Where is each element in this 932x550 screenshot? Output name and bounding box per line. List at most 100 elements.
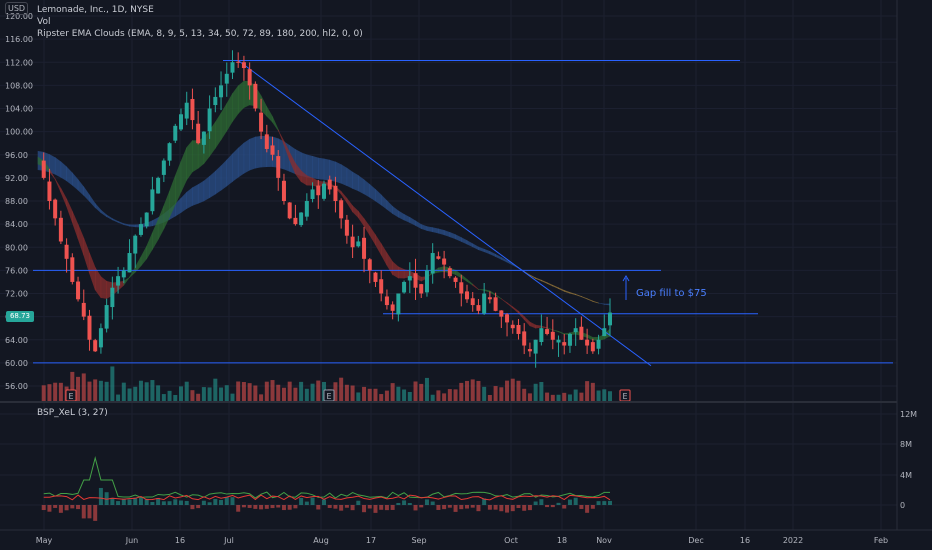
bsp-bar	[602, 501, 607, 505]
bsp-bar	[64, 505, 69, 511]
volume-bar	[505, 380, 510, 401]
bsp-bar	[304, 501, 309, 505]
candle-body	[241, 62, 246, 69]
price-tick-label: 108.00	[5, 81, 33, 90]
slow-cloud	[312, 155, 319, 180]
bsp-bar	[230, 497, 235, 505]
candle-body	[264, 134, 269, 149]
fast-cloud	[66, 198, 73, 223]
candle-body	[167, 143, 172, 161]
volume-bar	[230, 393, 235, 401]
symbol-line[interactable]: Lemonade, Inc., 1D, NYSE	[37, 5, 154, 15]
candle-body	[367, 259, 372, 271]
slow-cloud	[598, 302, 605, 305]
slow-cloud	[426, 226, 433, 233]
volume-bar	[413, 381, 418, 401]
slow-cloud	[192, 184, 199, 206]
candle-body	[567, 333, 572, 346]
slow-cloud	[558, 287, 565, 292]
slow-cloud	[340, 164, 348, 187]
fast-cloud	[460, 273, 468, 282]
bsp-bar	[344, 505, 349, 508]
volume-bar	[608, 391, 612, 401]
volume-bars	[41, 366, 612, 401]
slow-cloud	[432, 227, 439, 234]
volume-bar	[447, 389, 452, 401]
bsp-bar	[276, 505, 281, 508]
slow-cloud	[209, 170, 216, 199]
volume-tick-label: 4M	[900, 471, 912, 480]
volume-bar	[562, 392, 567, 401]
candles	[41, 50, 612, 368]
lower-indicator-label[interactable]: BSP_XeL (3, 27)	[37, 408, 108, 418]
volume-bar	[579, 392, 584, 401]
bsp-bar	[87, 505, 92, 519]
candle-body	[390, 304, 395, 311]
volume-bar	[585, 381, 590, 401]
bsp-bar	[407, 502, 412, 505]
bsp-bar	[419, 505, 424, 508]
slow-cloud	[575, 293, 582, 298]
candle-body	[281, 180, 286, 201]
bsp-buy-line	[43, 456, 611, 499]
candle-body	[396, 293, 401, 315]
volume-bar	[522, 388, 527, 401]
fast-cloud	[220, 102, 228, 141]
candle-body	[545, 329, 550, 334]
fast-cloud	[237, 80, 245, 115]
candle-body	[510, 324, 515, 329]
bsp-bar	[505, 505, 510, 513]
candle-body	[419, 284, 424, 294]
candle-body	[453, 277, 458, 282]
volume-bar	[310, 383, 315, 401]
volume-bar	[179, 386, 183, 401]
candle-body	[322, 183, 326, 199]
slow-cloud	[94, 202, 102, 214]
gap-fill-annotation[interactable]: Gap fill to $75	[636, 288, 707, 299]
fast-cloud	[466, 278, 474, 286]
time-axis[interactable]: May Jun 16 Jul Aug 17 Sep Oct 18 Nov Dec 16 2022 Feb	[36, 536, 888, 545]
candle-body	[470, 298, 475, 306]
candle-body	[133, 235, 138, 254]
price-tick-label: 116.00	[5, 35, 33, 44]
candle-body	[53, 199, 58, 219]
bsp-bar	[299, 497, 304, 505]
candle-body	[327, 179, 332, 190]
candle-body	[333, 185, 338, 201]
bsp-bar	[487, 505, 492, 510]
slow-cloud	[466, 240, 474, 248]
price-tick-label: 96.00	[5, 151, 28, 160]
currency-badge[interactable]: USD	[5, 2, 29, 15]
fast-cloud	[272, 116, 279, 132]
indicator-label[interactable]: Ripster EMA Clouds (EMA, 8, 9, 5, 13, 34…	[37, 29, 363, 39]
candle-body	[138, 224, 143, 235]
candle-body	[236, 61, 241, 63]
earnings-marker-label: E	[68, 392, 73, 401]
bsp-bar	[322, 499, 326, 505]
candle-body	[602, 328, 607, 337]
price-tick-label: 72.00	[5, 290, 28, 299]
vol-label[interactable]: Vol	[37, 17, 51, 27]
time-tick-label: 16	[175, 536, 185, 545]
fast-cloud	[529, 321, 536, 329]
time-tick-label: 2022	[783, 536, 803, 545]
fast-cloud	[163, 191, 170, 229]
slow-cloud	[460, 237, 468, 245]
slow-cloud	[249, 136, 256, 171]
bsp-bar	[533, 501, 538, 505]
volume-bar	[281, 387, 286, 401]
bsp-bar	[556, 502, 561, 505]
candle-body	[608, 312, 612, 326]
candle-body	[482, 293, 487, 314]
candle-body	[110, 287, 115, 308]
candle-body	[339, 200, 344, 219]
volume-bar	[287, 381, 292, 401]
bsp-bar	[104, 492, 109, 505]
bsp-bar	[310, 497, 315, 505]
price-tick-label: 64.00	[5, 336, 28, 345]
fast-cloud	[552, 329, 559, 333]
candle-body	[144, 212, 149, 227]
fast-cloud	[157, 205, 165, 240]
bsp-bar	[550, 505, 555, 508]
